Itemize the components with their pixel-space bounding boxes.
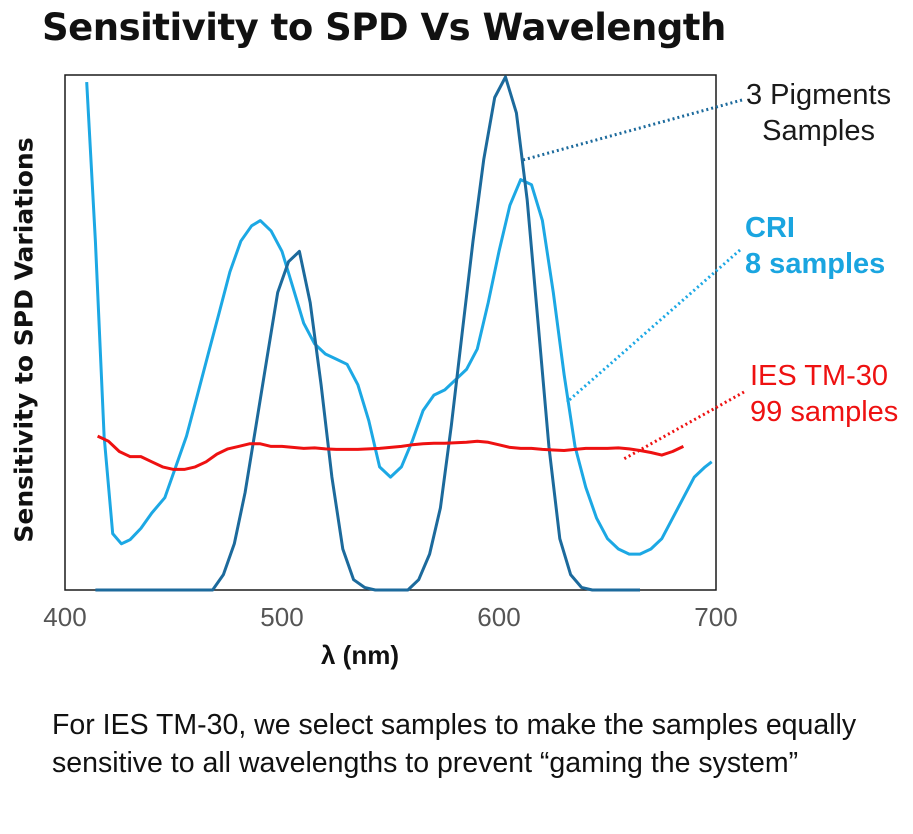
legend-label-line: Samples xyxy=(762,115,875,147)
series-line-tm30 xyxy=(96,434,685,471)
legend-label-3-pigments: 3 Pigments Samples xyxy=(746,77,891,149)
legend-label-line: 8 samples xyxy=(745,248,886,280)
chart-title: Sensitivity to SPD Vs Wavelength xyxy=(42,6,726,49)
legend-label-tm30: IES TM-30 99 samples xyxy=(750,358,898,430)
legend-label-line: IES TM-30 xyxy=(750,360,889,392)
legend-label-line: 99 samples xyxy=(750,396,899,428)
leader-line-tm30 xyxy=(621,390,745,462)
series-line-cri xyxy=(85,82,713,556)
legend-label-line: CRI xyxy=(745,212,795,244)
plot-frame xyxy=(64,74,717,591)
series-layer xyxy=(85,75,713,592)
x-axis-label: λ (nm) xyxy=(321,640,399,670)
leader-line-3-pigments xyxy=(522,98,743,162)
legend-label-line: 3 Pigments xyxy=(746,79,892,111)
x-tick-label: 500 xyxy=(260,602,304,632)
x-tick-label: 700 xyxy=(694,602,738,632)
legend-label-cri: CRI 8 samples xyxy=(745,210,885,282)
series-line-3-pigments xyxy=(95,75,640,592)
x-tick-label: 600 xyxy=(477,602,521,632)
leader-line-cri xyxy=(566,248,741,404)
caption-text: For IES TM-30, we select samples to make… xyxy=(52,709,857,779)
leader-layer xyxy=(522,98,745,462)
x-tick-label: 400 xyxy=(43,602,87,632)
